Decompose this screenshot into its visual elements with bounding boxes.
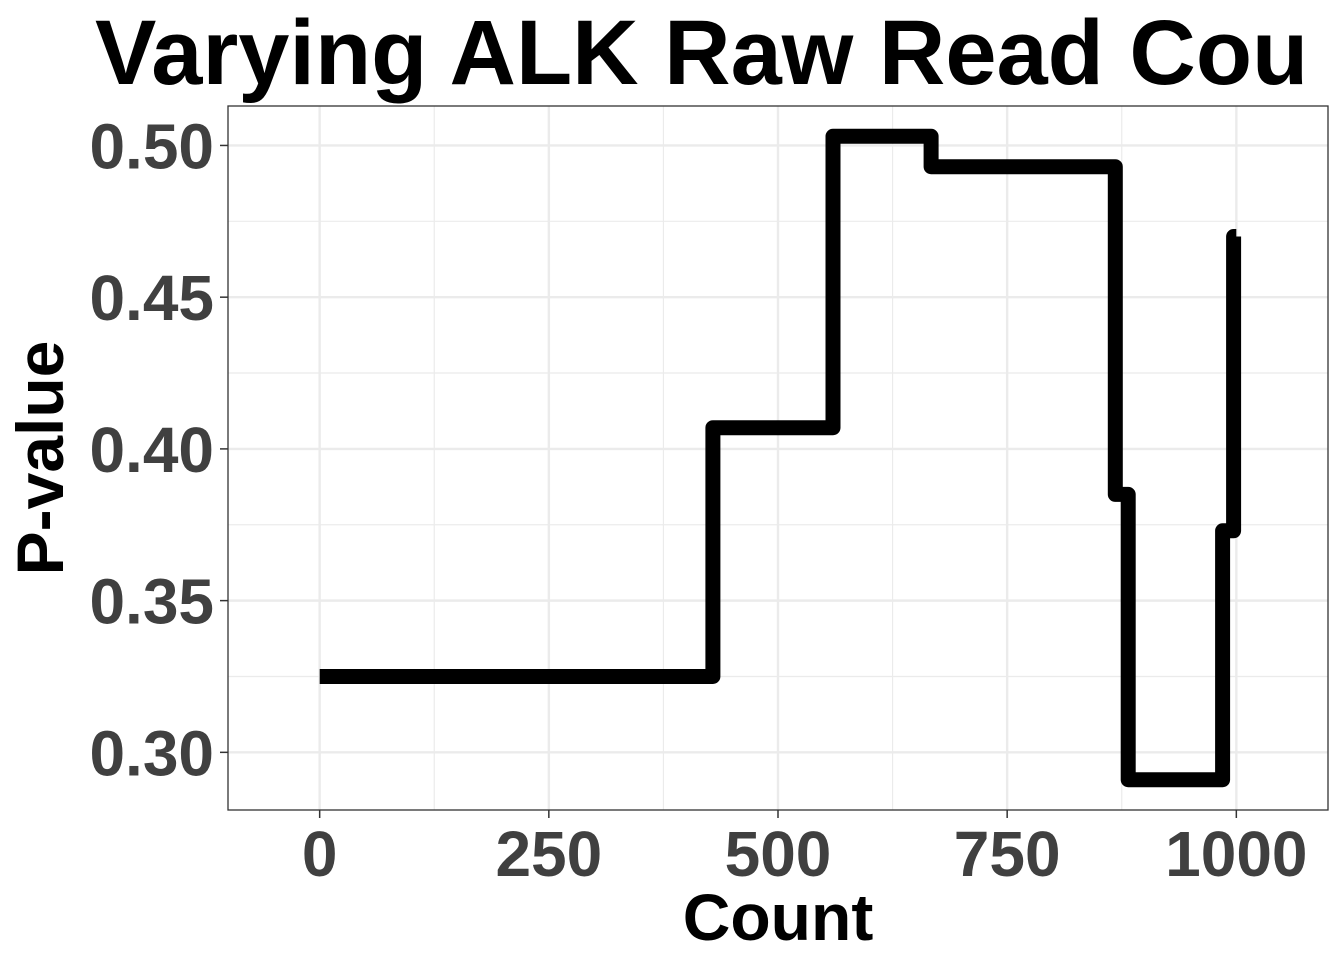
y-tick-label: 0.30: [89, 717, 214, 789]
chart-title: Varying ALK Raw Read Cou: [95, 2, 1308, 104]
x-tick-label: 1000: [1165, 818, 1307, 890]
series-line: [319, 128, 1242, 788]
y-tick-label: 0.45: [89, 262, 214, 334]
x-tick-label: 750: [954, 818, 1061, 890]
x-tick-label: 500: [725, 818, 832, 890]
y-tick-label: 0.40: [89, 414, 214, 486]
y-tick-label: 0.50: [89, 110, 214, 182]
y-tick-label: 0.35: [89, 566, 214, 638]
x-tick-label: 0: [302, 818, 338, 890]
y-axis: 0.30 0.35 0.40 0.45 0.50: [89, 110, 228, 789]
x-axis-title: Count: [683, 880, 874, 954]
y-axis-title: P-value: [3, 341, 77, 576]
series-layer: [319, 128, 1242, 788]
grid-major: [228, 106, 1328, 810]
x-tick-label: 250: [495, 818, 602, 890]
x-axis: 0 250 500 750 1000: [302, 810, 1308, 890]
